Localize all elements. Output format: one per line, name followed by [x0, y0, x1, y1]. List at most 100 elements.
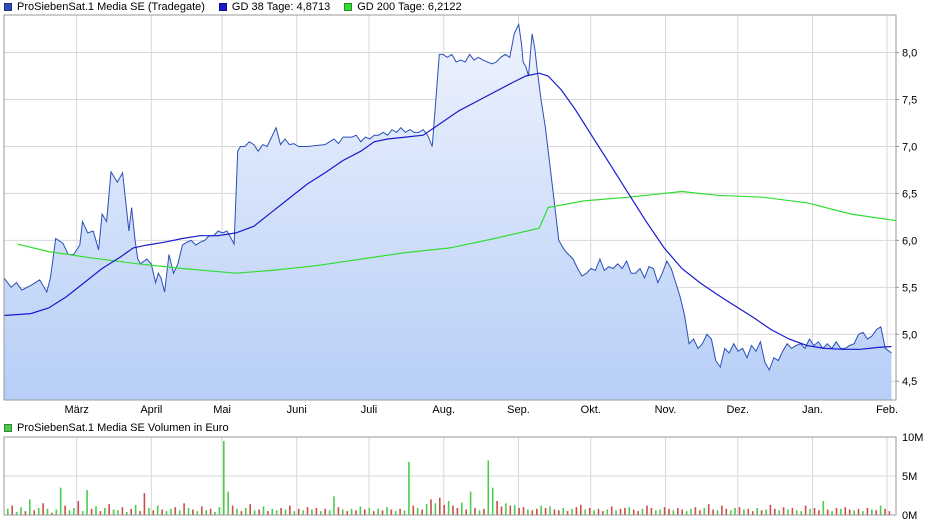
volume-bar — [672, 510, 675, 515]
volume-bar — [703, 508, 706, 515]
month-label: Nov. — [655, 404, 677, 416]
volume-bar — [68, 510, 71, 515]
volume-bar — [33, 510, 35, 515]
legend-label-gd38: GD 38 Tage: 4,8713 — [231, 1, 331, 13]
legend-item-gd38: GD 38 Tage: 4,8713 — [218, 1, 331, 13]
volume-bar — [809, 508, 811, 515]
volume-bar — [240, 511, 243, 515]
volume-bar — [156, 505, 159, 515]
price-y-tick-label: 6,5 — [902, 188, 917, 200]
volume-bar — [324, 508, 326, 515]
volume-bar — [875, 510, 877, 515]
volume-bar — [42, 503, 44, 515]
volume-bar — [183, 503, 185, 515]
volume-bar — [20, 507, 22, 515]
volume-bar — [606, 509, 609, 515]
volume-bar — [350, 508, 353, 515]
volume-bar — [522, 507, 525, 515]
volume-bar — [108, 504, 110, 515]
volume-bar — [796, 510, 798, 515]
volume-bar — [646, 505, 648, 515]
volume-bar — [866, 508, 869, 515]
volume-bar — [408, 462, 410, 515]
volume-bar — [337, 507, 340, 515]
volume-bar — [782, 507, 785, 515]
volume-bar — [430, 499, 432, 515]
volume-bar — [765, 509, 767, 515]
volume-bar — [11, 505, 13, 515]
volume-bar — [756, 508, 758, 515]
legend-label-volume: ProSiebenSat.1 Media SE Volumen in Euro — [17, 422, 229, 434]
volume-bar — [747, 508, 750, 515]
volume-bar — [549, 506, 551, 515]
volume-bar — [51, 512, 53, 515]
legend-item-gd200: GD 200 Tage: 6,2122 — [344, 1, 462, 13]
volume-bar — [822, 501, 825, 515]
volume-bar — [844, 507, 847, 515]
volume-bar — [725, 508, 728, 515]
volume-bar — [716, 510, 719, 515]
volume-bar — [201, 506, 203, 515]
volume-bar — [769, 504, 772, 515]
price-y-tick-label: 7,5 — [902, 95, 917, 107]
volume-bar — [311, 509, 313, 515]
month-label: März — [64, 404, 88, 416]
volume-bar — [368, 508, 371, 515]
volume-bar — [465, 509, 467, 515]
volume-bar — [99, 511, 102, 515]
volume-bar — [205, 510, 207, 515]
volume-bar — [619, 508, 622, 515]
volume-bar — [46, 508, 49, 515]
volume-bar — [584, 509, 586, 515]
volume-bar — [223, 440, 225, 515]
volume-bar — [743, 509, 745, 515]
price-y-tick-label: 6,0 — [902, 235, 917, 247]
volume-bar — [434, 503, 437, 515]
volume-bar — [871, 509, 873, 515]
volume-bar — [86, 490, 88, 515]
volume-bar — [359, 506, 362, 515]
volume-bar — [774, 508, 776, 515]
volume-bar — [491, 487, 494, 515]
volume-bar — [663, 507, 666, 515]
price-y-tick-label: 4,5 — [902, 376, 917, 388]
volume-bar — [655, 510, 657, 515]
volume-bar — [721, 505, 723, 515]
volume-y-tick-label: 10M — [902, 432, 923, 444]
volume-bar — [443, 504, 445, 515]
volume-bar — [134, 504, 137, 515]
volume-bar — [831, 511, 833, 515]
volume-bar — [236, 508, 238, 515]
volume-bar — [540, 505, 542, 515]
volume-bar — [249, 504, 251, 515]
volume-bar — [253, 510, 256, 515]
month-label: Dez. — [726, 404, 749, 416]
volume-bar — [778, 510, 780, 515]
month-label: Juni — [287, 404, 307, 416]
volume-bar — [24, 511, 27, 515]
volume-bar — [738, 507, 741, 515]
volume-bar — [469, 491, 472, 515]
gd200-line — [17, 190, 897, 274]
volume-bar — [729, 510, 732, 515]
price-area — [4, 24, 892, 401]
price-legend: ProSiebenSat.1 Media SE (Tradegate) GD 3… — [4, 0, 476, 14]
volume-bar — [888, 511, 891, 515]
volume-bar — [280, 508, 282, 515]
volume-bar — [15, 511, 18, 515]
volume-bar — [558, 510, 560, 515]
volume-bar — [425, 504, 428, 515]
volume-bar — [112, 509, 115, 515]
volume-bar — [7, 508, 9, 515]
volume-bar — [787, 509, 789, 515]
price-line — [3, 22, 892, 372]
price-y-tick-label: 8,0 — [902, 48, 917, 60]
volume-bar — [364, 509, 366, 515]
volume-bar — [456, 508, 459, 515]
volume-bar — [333, 496, 335, 515]
volume-bar — [580, 504, 582, 515]
volume-bar — [531, 510, 534, 515]
volume-bar — [707, 504, 710, 515]
volume-bar — [37, 508, 40, 515]
volume-bar — [403, 510, 406, 515]
